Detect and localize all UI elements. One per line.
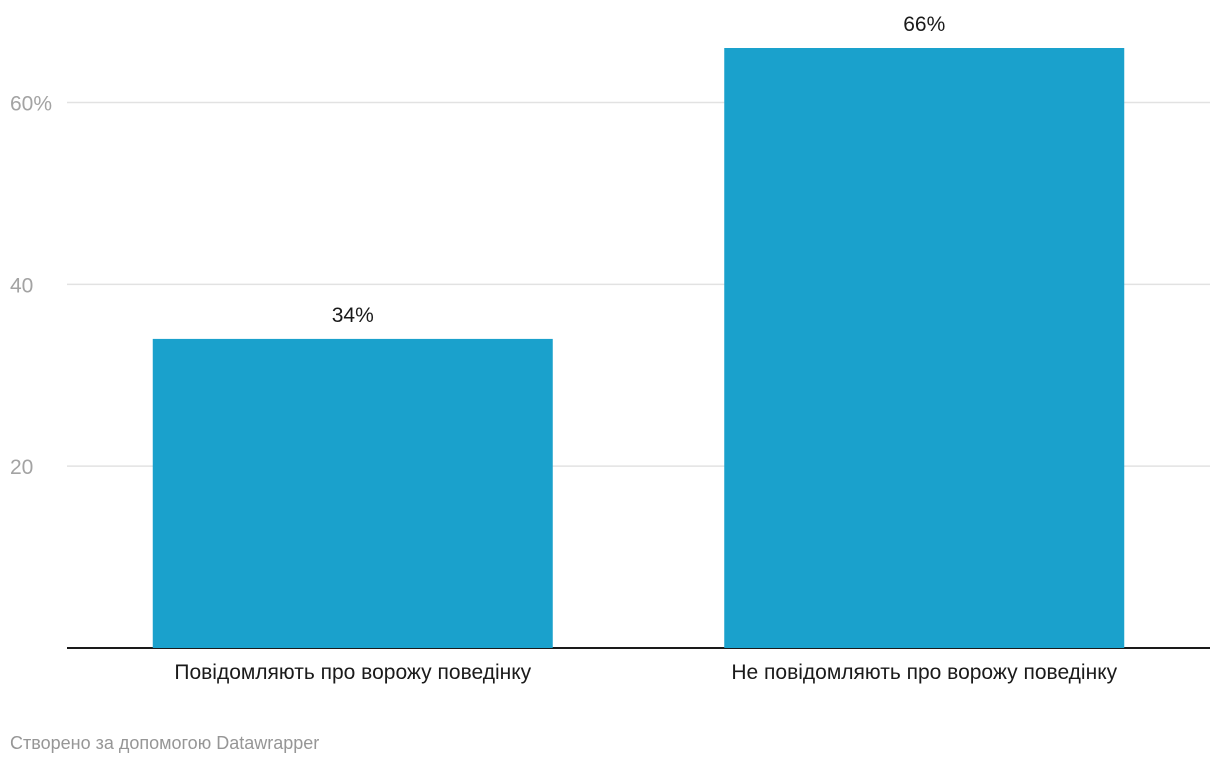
- bar-value-label: 66%: [903, 13, 945, 36]
- x-category-label: Не повідомляють про ворожу поведінку: [731, 661, 1117, 684]
- y-tick-label: 60%: [10, 93, 52, 116]
- bar[interactable]: [152, 338, 553, 648]
- bars: [152, 48, 1125, 648]
- labels: 20 40 60% 34% Повідомляють про ворожу поведі…: [10, 13, 1118, 684]
- y-tick-label: 20: [10, 456, 33, 479]
- credit-text[interactable]: Створено за допомогою Datawrapper: [10, 733, 320, 753]
- y-tick-label: 40: [10, 274, 33, 297]
- x-category-label: Повідомляють про ворожу поведінку: [174, 661, 531, 684]
- bar-value-label: 34%: [332, 304, 374, 327]
- bar[interactable]: [724, 48, 1125, 648]
